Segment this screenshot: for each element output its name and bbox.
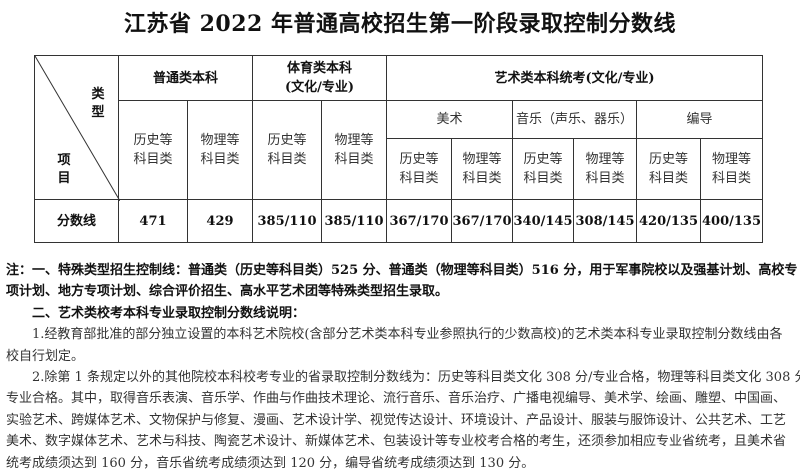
subheader-physics-text: 物理等 科目类 <box>462 152 502 186</box>
score-value-text: 340/145 <box>513 213 573 229</box>
score-value-text: 367/170 <box>452 213 512 229</box>
note-line: 注：一、特殊类型招生控制线：普通类（历史等科目类）525 分、普通类（物理等科目… <box>6 263 798 278</box>
subheader-physics: 物理等 科目类 <box>451 138 513 200</box>
corner-item-label: 项目 <box>57 153 71 186</box>
group-header-sports-text: 体育类本科 (文化/专业) <box>284 61 355 95</box>
score-value: 385/110 <box>252 199 322 243</box>
art-subgroup-header: 编导 <box>636 100 763 139</box>
subheader-history: 历史等 科目类 <box>118 100 188 200</box>
subheader-history: 历史等 科目类 <box>386 138 452 200</box>
note-line: 实验艺术、跨媒体艺术、文物保护与修复、漫画、艺术设计学、视觉传达设计、环境设计、… <box>6 412 787 428</box>
score-value-text: 385/110 <box>257 213 317 229</box>
group-header-art-text: 艺术类本科统考(文化/专业) <box>494 70 655 86</box>
score-value: 429 <box>187 199 253 243</box>
art-subgroup-header-text: 美术 <box>436 112 463 127</box>
note-line: 2.除第 1 条规定以外的其他院校本科校考专业的省录取控制分数线为：历史等科目类… <box>32 370 800 385</box>
diagonal-line <box>35 56 120 201</box>
page-title: 江苏省 2022 年普通高校招生第一阶段录取控制分数线 <box>123 11 677 37</box>
subheader-history-text: 历史等 科目类 <box>133 133 173 167</box>
note-line: 统考成绩须达到 160 分，音乐省统考成绩须达到 120 分，编导省统考成绩须达… <box>6 455 535 471</box>
group-header-general: 普通类本科 <box>118 55 253 101</box>
score-value-text: 471 <box>139 213 167 229</box>
corner-type-label: 类型 <box>91 87 105 120</box>
group-header-general-text: 普通类本科 <box>152 70 218 86</box>
score-value: 367/170 <box>451 199 513 243</box>
note-line: 美术、数字媒体艺术、艺术与科技、陶瓷艺术设计、新媒体艺术、包装设计等专业校考合格… <box>6 434 787 450</box>
score-value-text: 385/110 <box>324 213 384 229</box>
subheader-physics-text: 物理等 科目类 <box>711 152 751 186</box>
row-label-score-line: 分数线 <box>34 199 119 243</box>
score-value: 367/170 <box>386 199 452 243</box>
note-line: 项计划、地方专项计划、综合评价招生、高水平艺术团等特殊类型招生录取。 <box>6 284 449 300</box>
note-line: 专业合格。其中，取得音乐表演、音乐学、作曲与作曲技术理论、流行音乐、音乐治疗、广… <box>6 391 787 407</box>
subheader-physics: 物理等 科目类 <box>321 100 387 200</box>
subheader-physics-text: 物理等 科目类 <box>585 152 625 186</box>
subheader-physics-text: 物理等 科目类 <box>200 133 240 167</box>
row-label-score-line-text: 分数线 <box>56 213 96 229</box>
subheader-history: 历史等 科目类 <box>252 100 322 200</box>
subheader-history-text: 历史等 科目类 <box>648 152 688 186</box>
art-subgroup-header: 音乐（声乐、器乐） <box>512 100 637 139</box>
score-value: 340/145 <box>512 199 574 243</box>
note-line: 校自行划定。 <box>6 348 85 364</box>
subheader-physics: 物理等 科目类 <box>573 138 637 200</box>
score-value-text: 429 <box>206 213 234 229</box>
score-value-text: 308/145 <box>575 213 635 229</box>
art-subgroup-header-text: 音乐（声乐、器乐） <box>515 112 633 127</box>
subheader-physics: 物理等 科目类 <box>187 100 253 200</box>
subheader-physics: 物理等 科目类 <box>700 138 763 200</box>
subheader-history-text: 历史等 科目类 <box>399 152 439 186</box>
subheader-history-text: 历史等 科目类 <box>267 133 307 167</box>
art-subgroup-header: 美术 <box>386 100 513 139</box>
score-value-text: 367/170 <box>389 213 449 229</box>
note-line: 1.经教育部批准的部分独立设置的本科艺术院校(含部分艺术类本科专业参照执行的少数… <box>32 327 783 343</box>
group-header-art: 艺术类本科统考(文化/专业) <box>386 55 763 101</box>
score-value: 471 <box>118 199 188 243</box>
group-header-sports: 体育类本科 (文化/专业) <box>252 55 387 101</box>
note-line: 二、艺术类校考本科专业录取控制分数线说明： <box>32 305 306 321</box>
score-value-text: 400/135 <box>701 213 762 229</box>
subheader-history: 历史等 科目类 <box>512 138 574 200</box>
art-subgroup-header-text: 编导 <box>686 112 713 127</box>
score-value-text: 420/135 <box>638 213 699 229</box>
subheader-history: 历史等 科目类 <box>636 138 701 200</box>
score-value: 420/135 <box>636 199 701 243</box>
score-value: 308/145 <box>573 199 637 243</box>
subheader-physics-text: 物理等 科目类 <box>334 133 374 167</box>
score-value: 400/135 <box>700 199 763 243</box>
score-value: 385/110 <box>321 199 387 243</box>
table-corner-header: 类型 项目 <box>34 55 120 201</box>
subheader-history-text: 历史等 科目类 <box>523 152 563 186</box>
